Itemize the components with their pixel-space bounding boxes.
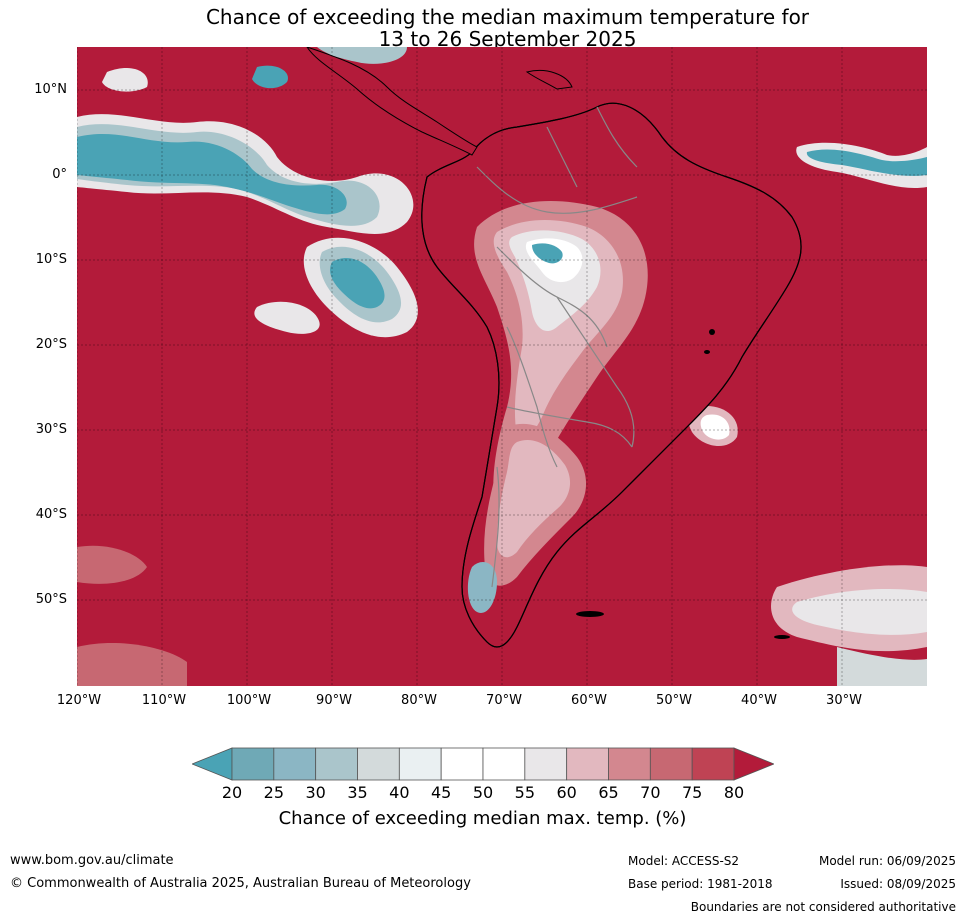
lat-label-20s: 20°S	[35, 337, 67, 352]
colorbar-segment	[192, 747, 233, 781]
country-borders	[476, 106, 638, 588]
footer-issued: Issued: 08/09/2025	[840, 877, 956, 891]
colorbar-tick-label: 65	[598, 783, 619, 802]
probability-map	[77, 47, 927, 686]
gridlines	[77, 47, 927, 686]
colorbar-tick-label: 60	[556, 783, 577, 802]
colorbar-tick-label: 70	[640, 783, 661, 802]
colorbar-segment	[273, 747, 317, 781]
colorbar-segment	[398, 747, 442, 781]
lon-label-60w: 60°W	[571, 693, 607, 708]
colorbar-tick-label: 50	[472, 783, 494, 802]
lon-label-110w: 110°W	[141, 693, 187, 708]
islands	[576, 329, 790, 639]
colorbar-tick-label: 80	[723, 783, 745, 802]
colorbar-tick-label: 30	[305, 783, 326, 802]
colorbar	[192, 747, 774, 781]
colorbar-tick-label: 75	[681, 783, 703, 802]
colorbar-segment	[440, 747, 484, 781]
colorbar-tick-label: 45	[430, 783, 452, 802]
chart-title-line1: Chance of exceeding the median maximum t…	[205, 5, 810, 29]
lon-label-100w: 100°W	[226, 693, 272, 708]
lon-label-70w: 70°W	[486, 693, 522, 708]
lon-label-80w: 80°W	[401, 693, 437, 708]
lat-label-40s: 40°S	[35, 507, 67, 522]
footer-disclaimer: Boundaries are not considered authoritat…	[690, 900, 956, 914]
colorbar-tick-label: 25	[263, 783, 285, 802]
footer-base-period: Base period: 1981-2018	[628, 877, 773, 891]
lat-label-10n: 10°N	[34, 82, 67, 97]
colorbar-segment	[566, 747, 609, 781]
lon-label-120w: 120°W	[56, 693, 102, 708]
colorbar-tick-label: 20	[221, 783, 243, 802]
colorbar-segment	[357, 747, 400, 781]
lat-label-10s: 10°S	[35, 252, 67, 267]
footer-model-run: Model run: 06/09/2025	[818, 854, 956, 868]
colorbar-label: Chance of exceeding median max. temp. (%…	[278, 808, 687, 829]
south-america-landmass	[421, 102, 802, 648]
colorbar-segment	[524, 747, 568, 781]
footer-url[interactable]: www.bom.gov.au/climate	[10, 853, 174, 868]
lon-label-90w: 90°W	[316, 693, 352, 708]
colorbar-segment	[691, 747, 735, 781]
lat-label-0: 0°	[52, 167, 67, 182]
low-probability-region-atlantic	[77, 142, 927, 686]
colorbar-segment	[231, 747, 275, 781]
lon-label-40w: 40°W	[741, 693, 777, 708]
colorbar-segment	[649, 747, 693, 781]
colorbar-segment	[482, 747, 526, 781]
colorbar-segment	[315, 747, 358, 781]
colorbar-tick-label: 40	[389, 783, 410, 802]
footer-model: Model: ACCESS-S2	[628, 854, 740, 868]
central-america-landmass	[306, 47, 573, 156]
colorbar-tick-label: 35	[347, 783, 368, 802]
low-probability-region-pacific	[77, 65, 418, 584]
colorbar-tick-label: 55	[514, 783, 536, 802]
footer-copyright: © Commonwealth of Australia 2025, Austra…	[10, 876, 471, 891]
lon-label-30w: 30°W	[826, 693, 862, 708]
lat-label-50s: 50°S	[35, 592, 67, 607]
colorbar-segment	[733, 747, 774, 781]
chart-title-line2: 13 to 26 September 2025	[378, 27, 637, 51]
colorbar-segment	[608, 747, 651, 781]
lon-label-50w: 50°W	[656, 693, 692, 708]
lat-label-30s: 30°S	[35, 422, 67, 437]
